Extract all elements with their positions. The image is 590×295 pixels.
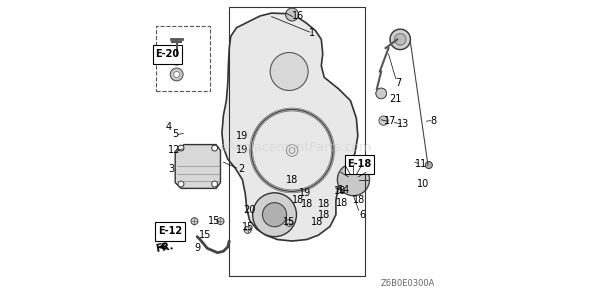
Text: 12: 12 <box>168 145 181 155</box>
Text: 15: 15 <box>199 230 211 240</box>
FancyBboxPatch shape <box>155 222 185 241</box>
Text: 3: 3 <box>169 164 175 174</box>
Text: 21: 21 <box>389 94 402 104</box>
Text: 1: 1 <box>309 28 314 38</box>
Text: 18: 18 <box>286 175 298 185</box>
Circle shape <box>173 71 179 77</box>
Text: 14: 14 <box>338 186 350 196</box>
Text: 4: 4 <box>166 122 172 132</box>
Text: 19: 19 <box>299 188 312 198</box>
Text: 2: 2 <box>238 164 244 174</box>
Circle shape <box>425 162 432 168</box>
Circle shape <box>286 8 299 21</box>
Text: FR.: FR. <box>155 241 175 254</box>
Circle shape <box>244 226 251 233</box>
Circle shape <box>217 218 224 225</box>
Text: eReplacementParts.com: eReplacementParts.com <box>219 141 371 154</box>
Text: 16: 16 <box>293 11 304 21</box>
Text: 19: 19 <box>236 131 248 141</box>
Circle shape <box>376 88 386 99</box>
Circle shape <box>253 193 296 237</box>
Text: 15: 15 <box>208 216 220 226</box>
Text: E-18: E-18 <box>347 159 372 168</box>
Text: 9: 9 <box>194 243 200 253</box>
Circle shape <box>171 68 183 81</box>
Circle shape <box>379 116 388 125</box>
Text: 18: 18 <box>311 217 323 227</box>
Circle shape <box>212 145 218 151</box>
Text: 18: 18 <box>353 195 365 205</box>
FancyBboxPatch shape <box>153 45 182 64</box>
Text: E-20: E-20 <box>155 49 179 59</box>
Text: 6: 6 <box>359 210 365 220</box>
Text: Z6B0E0300A: Z6B0E0300A <box>381 279 435 288</box>
Text: 18: 18 <box>300 199 313 209</box>
Text: 17: 17 <box>384 116 396 126</box>
FancyBboxPatch shape <box>345 155 374 174</box>
Text: 8: 8 <box>431 116 437 126</box>
Circle shape <box>191 218 198 225</box>
Text: 15: 15 <box>242 222 254 232</box>
Text: 20: 20 <box>244 205 256 215</box>
Polygon shape <box>222 13 358 241</box>
Circle shape <box>376 88 386 99</box>
Circle shape <box>178 145 184 151</box>
Text: 18: 18 <box>292 195 304 205</box>
Circle shape <box>178 181 184 187</box>
Text: 18: 18 <box>318 199 330 209</box>
Circle shape <box>171 55 182 65</box>
Text: 5: 5 <box>172 129 179 139</box>
Text: E-12: E-12 <box>158 226 182 236</box>
Text: 11: 11 <box>415 159 427 168</box>
Text: 15: 15 <box>283 217 296 227</box>
Text: 19: 19 <box>236 145 248 155</box>
Circle shape <box>263 203 287 227</box>
FancyBboxPatch shape <box>156 26 209 91</box>
Polygon shape <box>175 145 221 189</box>
Text: 18: 18 <box>334 186 346 196</box>
Circle shape <box>212 181 218 187</box>
Text: 13: 13 <box>397 119 409 129</box>
Circle shape <box>394 34 406 45</box>
Text: 18: 18 <box>336 198 348 208</box>
Text: 10: 10 <box>418 179 430 189</box>
Circle shape <box>286 219 293 226</box>
Text: 7: 7 <box>396 78 402 88</box>
Text: 18: 18 <box>318 210 330 220</box>
Circle shape <box>270 53 308 91</box>
Circle shape <box>390 29 411 50</box>
Circle shape <box>337 163 369 196</box>
